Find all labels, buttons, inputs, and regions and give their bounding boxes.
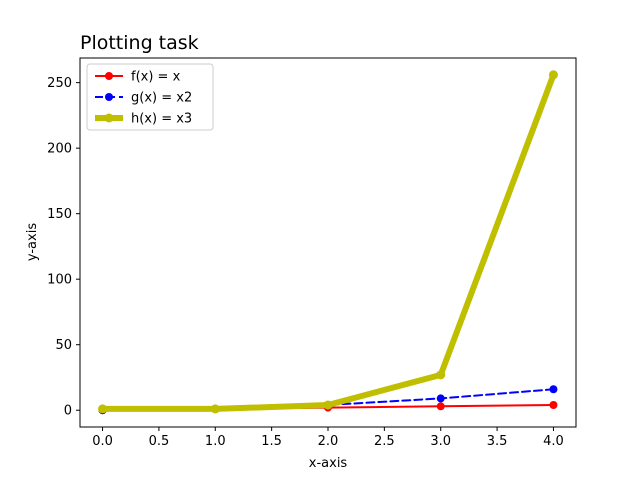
x-tick-label: 0.0 (92, 434, 113, 449)
legend-label-2: g(x) = x2 (131, 91, 192, 106)
series-3-point (98, 404, 108, 414)
series-1-point (436, 402, 445, 411)
y-tick-label: 50 (55, 338, 72, 353)
legend-marker-3 (104, 113, 114, 123)
series-3-point (210, 404, 220, 414)
series-3-point (323, 400, 333, 410)
legend-box (86, 63, 214, 131)
series-1-point (549, 400, 558, 409)
legend: f(x) = x g(x) = x2 h(x) = x3 (86, 63, 214, 131)
series-layer (98, 70, 558, 415)
y-axis-label: y-axis (25, 223, 40, 261)
legend-label-1: f(x) = x (131, 70, 181, 85)
series-3-point (436, 370, 446, 380)
chart-title: Plotting task (80, 32, 199, 54)
x-tick-label: 3.0 (430, 434, 451, 449)
series-2-point (549, 385, 558, 394)
y-tick-label: 200 (47, 142, 72, 157)
x-tick-label: 4.0 (543, 434, 564, 449)
y-tick-label: 100 (47, 273, 72, 288)
x-tick-label: 1.5 (261, 434, 282, 449)
x-tick-label: 0.5 (149, 434, 170, 449)
y-axis-ticks: 0 50 100 150 200 250 (47, 76, 80, 419)
y-tick-label: 250 (47, 76, 72, 91)
x-tick-label: 3.5 (487, 434, 508, 449)
y-tick-label: 150 (47, 207, 72, 222)
x-axis-label: x-axis (309, 456, 348, 471)
x-axis-ticks: 0.0 0.5 1.0 1.5 2.0 2.5 3.0 3.5 4.0 (92, 427, 564, 449)
x-tick-label: 2.0 (318, 434, 339, 449)
legend-marker-2 (105, 93, 113, 101)
legend-marker-1 (105, 72, 113, 80)
x-tick-label: 1.0 (205, 434, 226, 449)
y-tick-label: 0 (64, 404, 72, 419)
legend-label-3: h(x) = x3 (131, 112, 192, 127)
series-2-point (436, 394, 445, 403)
series-3-point (548, 70, 558, 80)
x-tick-label: 2.5 (374, 434, 395, 449)
